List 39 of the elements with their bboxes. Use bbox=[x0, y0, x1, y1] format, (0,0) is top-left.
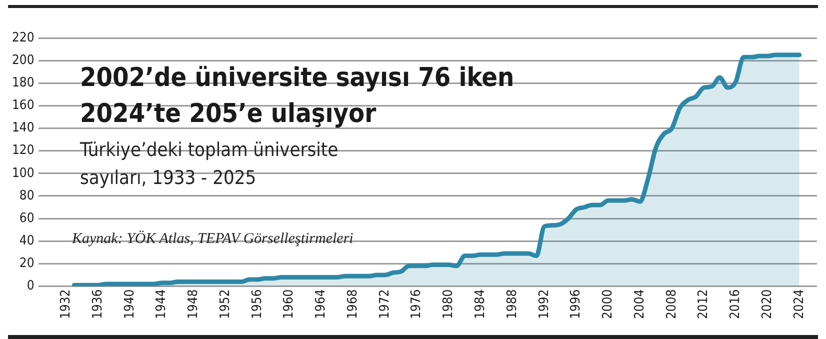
x-tick-label: 1952 bbox=[218, 289, 233, 320]
y-tick-label: 160 bbox=[12, 98, 34, 114]
y-tick-label: 100 bbox=[12, 166, 34, 181]
y-tick-label: 120 bbox=[12, 143, 34, 158]
x-tick-label: 1988 bbox=[504, 289, 520, 320]
y-tick-label: 220 bbox=[12, 30, 34, 46]
y-tick-label: 200 bbox=[12, 52, 34, 68]
x-tick-label: 2012 bbox=[696, 289, 712, 320]
x-tick-label: 1960 bbox=[282, 289, 297, 320]
x-tick-label: 1976 bbox=[409, 289, 424, 320]
x-tick-label: 1944 bbox=[154, 289, 170, 320]
x-tick-label: 1932 bbox=[58, 289, 74, 320]
x-tick-label: 1992 bbox=[536, 289, 552, 320]
x-tick-label: 2008 bbox=[664, 289, 680, 320]
x-tick-label: 1964 bbox=[314, 289, 329, 320]
x-tick-label: 2016 bbox=[728, 289, 744, 320]
y-tick-label: 20 bbox=[19, 256, 34, 272]
x-tick-label: 2020 bbox=[760, 289, 775, 320]
x-tick-label: 1936 bbox=[90, 289, 106, 320]
x-tick-label: 1948 bbox=[186, 289, 202, 320]
x-tick-label: 1980 bbox=[441, 289, 456, 320]
y-tick-label: 40 bbox=[19, 233, 34, 248]
y-tick-label: 80 bbox=[19, 188, 34, 204]
y-tick-label: 140 bbox=[12, 120, 34, 136]
y-tick-label: 60 bbox=[19, 210, 34, 226]
y-tick-label: 0 bbox=[26, 278, 34, 294]
x-tick-label: 1968 bbox=[345, 289, 360, 320]
y-tick-label: 180 bbox=[12, 76, 34, 91]
x-tick-label: 1972 bbox=[377, 289, 392, 320]
text: 2002’de üniversite sayısı 76 iken 2024’te 205’e ulaşıyor bbox=[79, 62, 516, 131]
x-tick-label: 2024 bbox=[792, 289, 807, 320]
x-tick-label: 1940 bbox=[122, 289, 138, 320]
annotation: Kaynak: YÖK Atlas, TEPAV Görselleştirmeleri bbox=[72, 231, 354, 248]
x-tick-label: 1996 bbox=[568, 289, 584, 320]
x-tick-label: 1984 bbox=[472, 289, 488, 320]
x-tick-label: 2000 bbox=[600, 289, 616, 320]
x-tick-label: 2004 bbox=[632, 289, 648, 320]
x-tick-label: 1956 bbox=[250, 289, 265, 320]
text: Türkiye’deki toplam üniversite sayıları, 1933 - 2025 bbox=[79, 138, 340, 191]
